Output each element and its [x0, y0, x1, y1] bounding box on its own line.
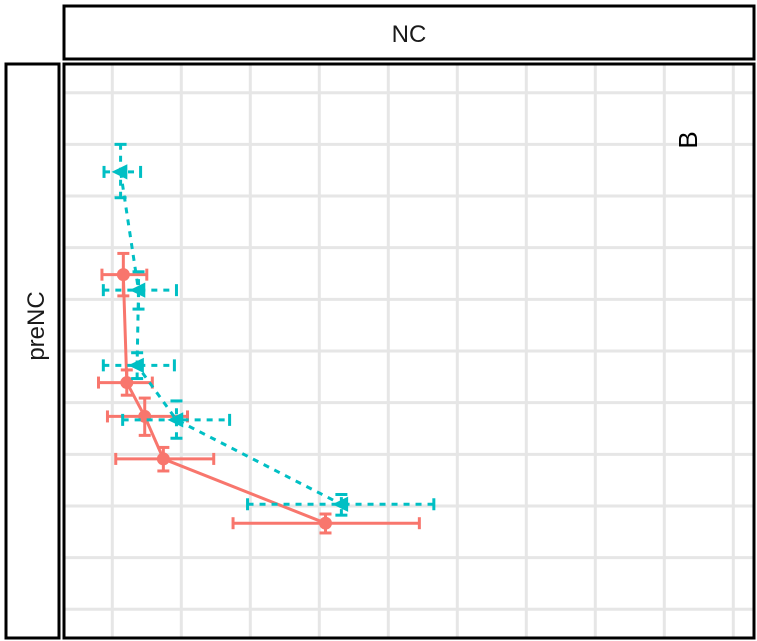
- facet-row-label: preNC: [23, 291, 50, 360]
- series-0-point-0: [116, 268, 130, 282]
- plot-panel-border: [62, 62, 756, 640]
- series-1-point-3: [167, 412, 184, 428]
- series-1-point-2: [128, 357, 144, 373]
- panel-tag: B: [673, 131, 703, 148]
- series-1-point-0: [111, 164, 128, 180]
- facet-strip-left: [4, 62, 61, 640]
- series-1-errorbar-4: [246, 493, 436, 517]
- series-0-point-3: [156, 452, 170, 466]
- series-1: [101, 142, 436, 517]
- series-0: [97, 251, 421, 535]
- facet-col-label: NC: [392, 21, 427, 48]
- facet-strip-top: [62, 4, 756, 61]
- grid: [64, 64, 754, 638]
- series-0-point-1: [120, 376, 134, 390]
- series-1-point-1: [129, 282, 146, 298]
- series-0-point-4: [319, 516, 333, 530]
- series-1-point-4: [332, 496, 349, 512]
